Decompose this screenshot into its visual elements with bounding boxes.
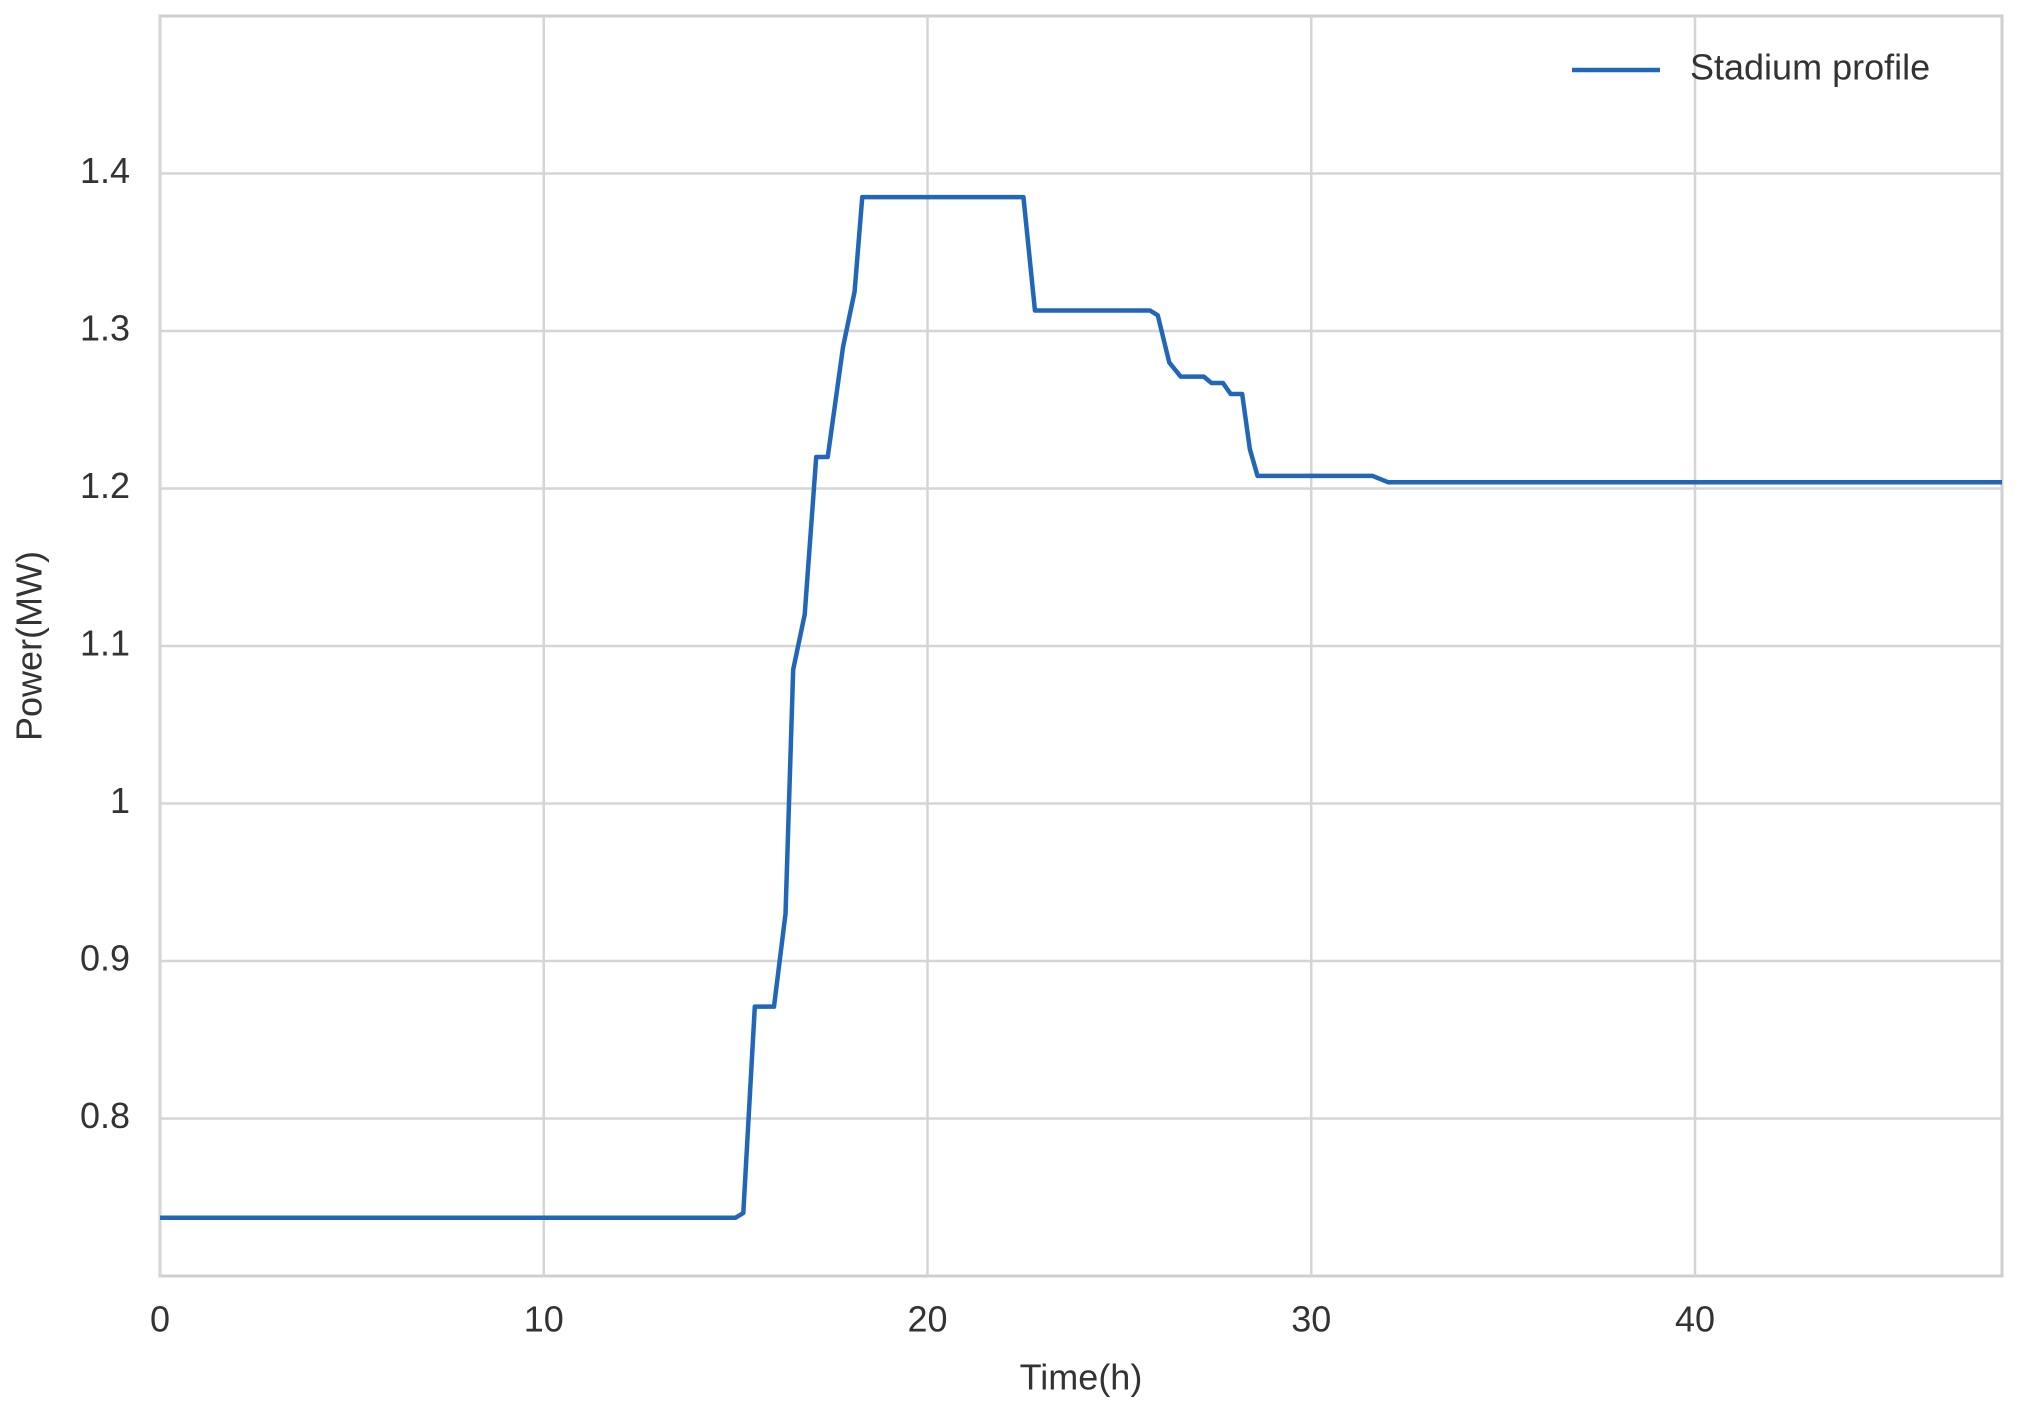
data-line [160, 194, 2002, 1220]
y-axis-label: Power(MW) [9, 551, 50, 741]
x-tick-label: 20 [907, 1299, 947, 1340]
x-tick-label: 0 [150, 1299, 170, 1340]
y-tick-label: 1.3 [80, 308, 130, 349]
y-tick-label: 0.9 [80, 938, 130, 979]
y-tick-label: 1 [110, 780, 130, 821]
y-tick-label: 1.1 [80, 623, 130, 664]
x-tick-label: 30 [1291, 1299, 1331, 1340]
x-axis-label: Time(h) [1020, 1357, 1143, 1398]
x-tick-label: 40 [1675, 1299, 1715, 1340]
y-tick-label: 1.4 [80, 150, 130, 191]
y-tick-label: 0.8 [80, 1095, 130, 1136]
x-tick-label: 10 [524, 1299, 564, 1340]
legend-label: Stadium profile [1690, 47, 1930, 88]
y-tick-label: 1.2 [80, 465, 130, 506]
